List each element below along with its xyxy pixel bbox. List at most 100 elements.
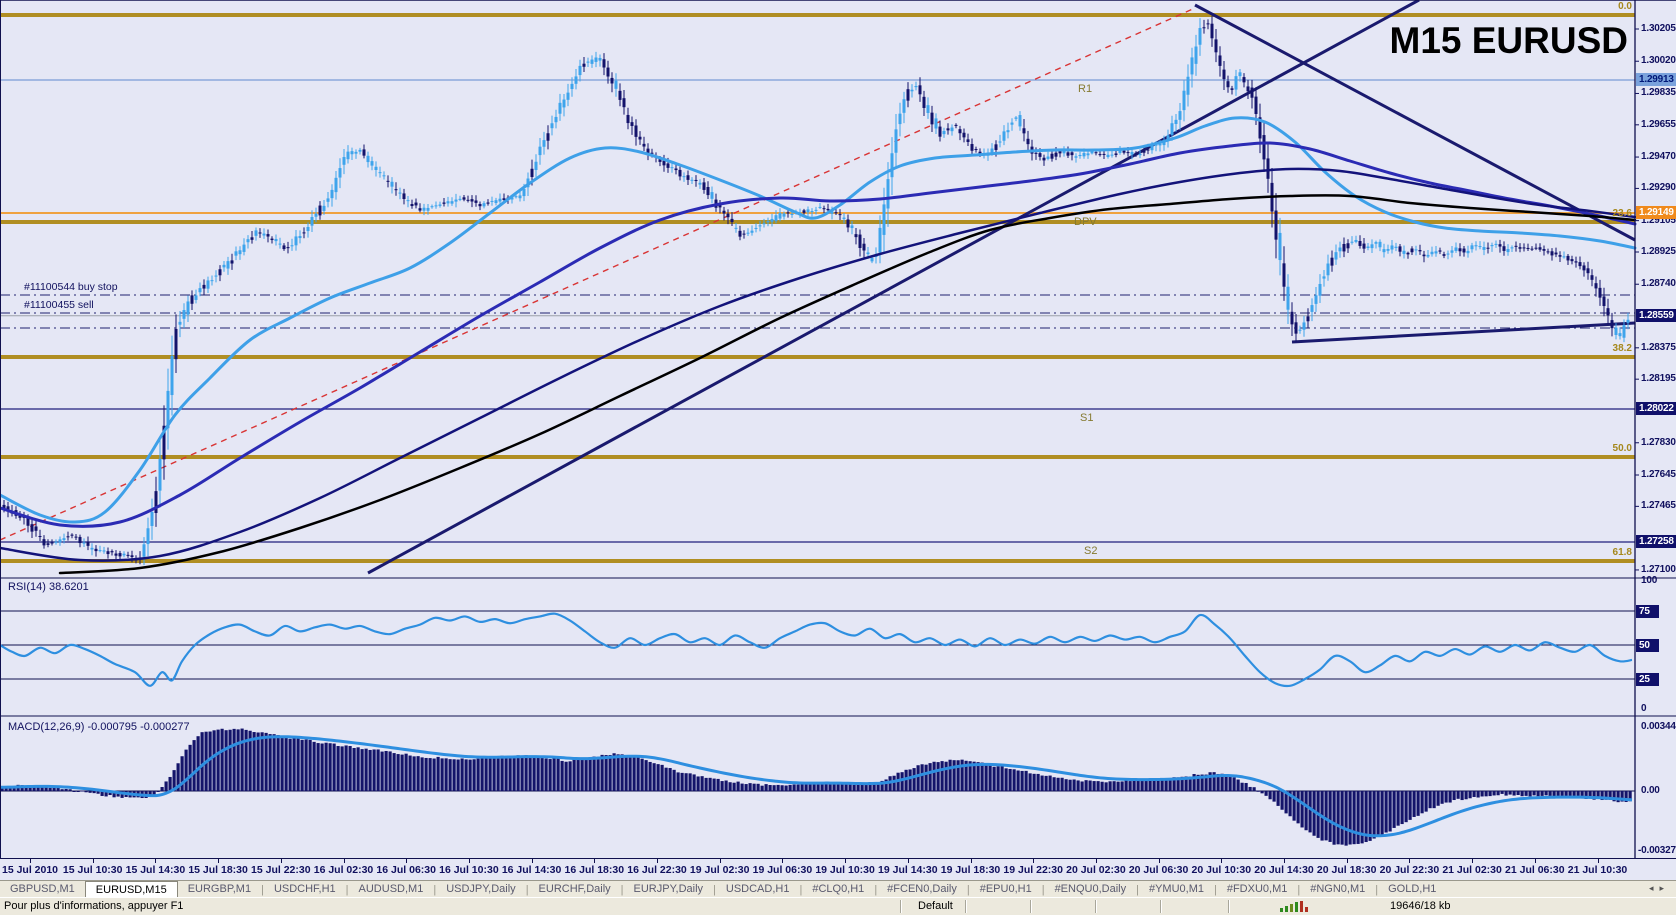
time-tick <box>594 859 596 863</box>
time-tick <box>406 859 408 863</box>
status-cell-separator <box>1228 900 1230 913</box>
time-tick <box>280 859 282 863</box>
price-chart-canvas[interactable] <box>0 0 1676 858</box>
tab-separator: | <box>1136 883 1139 896</box>
trendline-0 <box>367 0 1420 575</box>
tab-usdchf-h1[interactable]: USDCHF,H1 <box>273 883 336 895</box>
rsi-line <box>0 612 1633 688</box>
chart-area[interactable]: 0.0 23.6 38.2 50.0 61.8 R1 DPV S1 S2 #11100544 bu… <box>0 0 1676 858</box>
tab-gbpusd-m1[interactable]: GBPUSD,M1 <box>10 883 75 895</box>
time-label: 20 Jul 02:30 <box>1066 864 1126 876</box>
time-label: 16 Jul 22:30 <box>627 864 687 876</box>
time-tick <box>719 859 721 863</box>
tab--epu0-h1[interactable]: #EPU0,H1 <box>979 883 1032 895</box>
tab-eurjpy-daily[interactable]: EURJPY,Daily <box>633 883 704 895</box>
conn-signal-bar <box>1295 902 1298 912</box>
time-tick <box>1597 859 1599 863</box>
time-label: 16 Jul 14:30 <box>501 864 562 876</box>
status-cell-separator <box>900 900 902 913</box>
time-tick <box>468 859 470 863</box>
time-label: 15 Jul 14:30 <box>125 864 186 876</box>
tab--ymu0-m1[interactable]: #YMU0,M1 <box>1148 883 1204 895</box>
time-tick <box>845 859 847 863</box>
time-label: 16 Jul 06:30 <box>376 864 436 876</box>
time-label: 19 Jul 22:30 <box>1003 864 1063 876</box>
time-tick <box>657 859 658 863</box>
ma-fast-lightblue <box>0 116 1637 524</box>
time-label: 15 Jul 18:30 <box>188 864 248 876</box>
time-label: 19 Jul 10:30 <box>815 864 875 876</box>
time-label: 21 Jul 10:30 <box>1567 864 1628 876</box>
time-label: 15 Jul 2010 <box>1 864 59 876</box>
tab-eurusd-m15[interactable]: EURUSD,M15 <box>84 881 178 898</box>
status-cell-separator <box>965 900 967 913</box>
ma-mid-royal <box>0 141 1637 528</box>
time-label: 21 Jul 06:30 <box>1505 864 1565 876</box>
status-cell-separator <box>1160 900 1162 913</box>
status-cell-separator <box>1030 900 1032 913</box>
time-label: 20 Jul 14:30 <box>1254 864 1314 876</box>
rsi-panel <box>0 610 1635 688</box>
tab-separator: | <box>525 883 529 896</box>
time-tick <box>782 859 784 863</box>
tab-eurchf-daily[interactable]: EURCHF,Daily <box>538 883 611 895</box>
conn-signal-bar <box>1285 906 1288 912</box>
tab--enqu0-daily[interactable]: #ENQU0,Daily <box>1054 883 1127 895</box>
tab-separator: | <box>1297 883 1301 896</box>
tab-usdjpy-daily[interactable]: USDJPY,Daily <box>446 883 516 895</box>
time-label: 19 Jul 02:30 <box>689 864 750 876</box>
time-tick <box>343 859 345 863</box>
time-tick <box>30 859 31 863</box>
chart-title: M15 EURUSD <box>1389 20 1629 61</box>
tab--fdxu0-m1[interactable]: #FDXU0,M1 <box>1226 883 1288 895</box>
tab-scroll-arrows[interactable]: ◂▸ <box>1649 883 1670 894</box>
tab-separator: | <box>966 883 970 896</box>
time-tick <box>1409 859 1411 863</box>
tab-separator: | <box>433 883 437 896</box>
macd-signal-line <box>0 735 1633 838</box>
time-tick <box>1534 859 1536 863</box>
time-label: 19 Jul 06:30 <box>752 864 813 876</box>
connection-status-icon <box>1280 901 1314 912</box>
time-label: 16 Jul 02:30 <box>313 864 374 876</box>
chart-tabs: GBPUSD,M1 EURUSD,M15 EURGBP,M1 | USDCHF,H1 | A… <box>0 881 1446 898</box>
ma-slow-navy <box>0 167 1637 562</box>
time-tick <box>1158 859 1160 863</box>
time-label: 21 Jul 02:30 <box>1442 864 1502 876</box>
main-price-panel <box>0 0 1637 575</box>
tab-audusd-m1[interactable]: AUDUSD,M1 <box>358 883 424 895</box>
conn-signal-bar <box>1280 908 1283 912</box>
time-tick <box>970 859 972 863</box>
conn-signal-bar <box>1290 904 1293 912</box>
tab--clq0-h1[interactable]: #CLQ0,H1 <box>812 883 865 895</box>
time-label: 15 Jul 22:30 <box>251 864 311 876</box>
red-dashed-trendline <box>0 7 1196 541</box>
conn-signal-bar <box>1305 907 1308 912</box>
tab-scroll-right-icon[interactable]: ▸ <box>1659 883 1670 893</box>
time-label: 19 Jul 14:30 <box>878 864 938 876</box>
tab-separator: | <box>345 883 349 896</box>
status-cell-separator <box>1095 900 1097 913</box>
tab-scroll-left-icon[interactable]: ◂ <box>1648 883 1660 893</box>
tab--fcen0-daily[interactable]: #FCEN0,Daily <box>887 883 957 895</box>
time-label: 19 Jul 18:30 <box>940 864 1001 876</box>
time-label: 15 Jul 10:30 <box>62 864 123 876</box>
time-tick <box>907 859 909 863</box>
time-tick <box>155 859 157 863</box>
tab-usdcad-h1[interactable]: USDCAD,H1 <box>725 883 790 895</box>
tab-separator: | <box>261 883 264 896</box>
status-help-text: Pour plus d'informations, appuyer F1 <box>4 900 184 912</box>
tab--ngn0-m1[interactable]: #NGN0,M1 <box>1310 883 1366 895</box>
tab-separator: | <box>620 883 624 896</box>
time-axis[interactable]: 15 Jul 2010 15 Jul 10:30 15 Jul 14:30 15 Ju… <box>0 858 1676 881</box>
time-tick <box>1472 859 1474 863</box>
fibonacci-retracement <box>0 13 1635 563</box>
rsi-indicator-label: RSI(14) 38.6201 <box>8 581 89 593</box>
trendline-2 <box>1291 321 1636 344</box>
tab-gold-h1[interactable]: GOLD,H1 <box>1388 883 1437 895</box>
tab-separator: | <box>874 883 878 896</box>
tab-eurgbp-m1[interactable]: EURGBP,M1 <box>187 883 252 895</box>
tab-separator: | <box>1041 883 1045 896</box>
time-tick <box>92 859 94 863</box>
